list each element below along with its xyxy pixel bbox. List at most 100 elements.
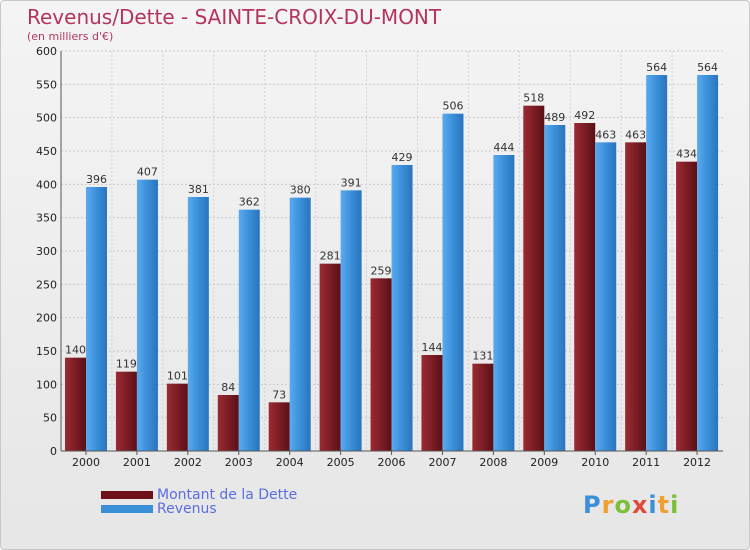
x-tick-label: 2002	[174, 456, 202, 469]
y-tick-label: 300	[36, 245, 57, 258]
grid	[61, 50, 723, 452]
legend-item-revenus: Revenus	[101, 501, 217, 517]
data-labels: 140 396 119 407 101 381 84 362 73 380 281 391 259 429…	[65, 61, 718, 401]
y-tick-label: 250	[36, 278, 57, 291]
bar-dette	[472, 363, 494, 451]
data-label-dette: 434	[676, 148, 697, 161]
bar-revenus	[289, 197, 311, 451]
chart-title: Revenus/Dette - SAINTE-CROIX-DU-MONT	[27, 5, 442, 29]
data-label-revenus: 463	[595, 128, 616, 141]
bar-dette	[217, 395, 239, 451]
data-label-dette: 84	[221, 381, 235, 394]
logo-letter: x	[631, 491, 649, 519]
bar-dette	[676, 161, 698, 451]
data-label-dette: 518	[523, 92, 544, 105]
x-tick-label: 2008	[479, 456, 507, 469]
data-label-revenus: 407	[137, 166, 158, 179]
proxiti-logo: Proxiti	[583, 491, 679, 519]
bar-dette	[523, 105, 545, 452]
bars	[65, 75, 719, 452]
logo-letter: i	[648, 491, 658, 519]
chart-subtitle: (en milliers d'€)	[27, 30, 114, 43]
bar-dette	[166, 383, 188, 451]
data-label-dette: 119	[116, 358, 137, 371]
x-tick-label: 2000	[72, 456, 100, 469]
x-tick-label: 2006	[378, 456, 406, 469]
y-tick-label: 450	[36, 145, 57, 158]
data-label-revenus: 391	[341, 176, 362, 189]
bar-revenus	[340, 190, 362, 452]
x-tick-label: 2005	[327, 456, 355, 469]
bar-revenus	[595, 142, 617, 452]
data-label-revenus: 362	[239, 196, 260, 209]
data-label-revenus: 429	[392, 151, 413, 164]
x-tick-label: 2007	[428, 456, 456, 469]
data-label-dette: 140	[65, 344, 86, 357]
data-label-dette: 101	[167, 370, 188, 383]
legend-label-revenus: Revenus	[157, 501, 217, 517]
x-tick-label: 2011	[632, 456, 660, 469]
logo-letter: t	[657, 491, 671, 519]
y-tick-label: 350	[36, 212, 57, 225]
y-tick-label: 600	[36, 45, 57, 58]
data-label-revenus: 506	[442, 100, 463, 113]
legend-swatch-revenus	[101, 505, 153, 513]
bar-dette	[115, 371, 137, 451]
data-label-revenus: 380	[290, 184, 311, 197]
data-label-dette: 281	[320, 250, 341, 263]
data-label-revenus: 396	[86, 173, 107, 186]
legend-item-dette: Montant de la Dette	[101, 487, 297, 503]
bar-revenus	[646, 75, 668, 451]
bar-revenus	[391, 165, 413, 451]
bar-dette	[370, 278, 392, 451]
bar-dette	[574, 123, 596, 451]
bar-revenus	[697, 75, 719, 451]
bar-revenus	[544, 125, 566, 451]
bar-revenus	[86, 187, 107, 451]
bar-revenus	[493, 155, 515, 451]
data-label-dette: 144	[421, 341, 442, 354]
data-label-dette: 259	[371, 264, 392, 277]
bar-dette	[625, 142, 647, 452]
y-tick-label: 550	[36, 78, 57, 91]
logo-letter: P	[583, 491, 602, 519]
logo-letter: o	[614, 491, 632, 519]
x-tick-label: 2001	[123, 456, 151, 469]
y-tick-label: 50	[43, 412, 57, 425]
bar-dette	[319, 263, 341, 451]
bar-revenus	[136, 179, 158, 451]
x-tick-label: 2010	[581, 456, 609, 469]
data-label-dette: 131	[472, 350, 493, 363]
legend-swatch-dette	[101, 491, 153, 499]
y-tick-label: 200	[36, 312, 57, 325]
data-label-revenus: 489	[544, 111, 565, 124]
legend-label-dette: Montant de la Dette	[157, 487, 298, 503]
y-tick-label: 500	[36, 112, 57, 125]
data-label-revenus: 444	[493, 141, 514, 154]
bar-dette	[268, 402, 290, 451]
axes: 0 50 100 150 200 250 300 350 400 450 500 550 600 2000…	[36, 45, 723, 469]
y-tick-label: 0	[50, 445, 57, 458]
logo-letter: i	[670, 491, 680, 519]
y-tick-label: 400	[36, 178, 57, 191]
logo-letter: r	[601, 491, 615, 519]
bar-revenus	[238, 209, 260, 451]
data-label-dette: 463	[625, 128, 646, 141]
data-label-revenus: 564	[646, 61, 667, 74]
data-label-revenus: 381	[188, 183, 209, 196]
bar-dette	[65, 357, 86, 451]
data-label-dette: 73	[272, 388, 286, 401]
x-tick-label: 2012	[683, 456, 711, 469]
x-tick-label: 2003	[225, 456, 253, 469]
y-tick-label: 100	[36, 378, 57, 391]
y-tick-label: 150	[36, 345, 57, 358]
x-tick-label: 2004	[276, 456, 304, 469]
data-label-revenus: 564	[697, 61, 718, 74]
bar-revenus	[187, 197, 209, 451]
bar-dette	[421, 355, 443, 451]
x-tick-label: 2009	[530, 456, 558, 469]
bar-revenus	[442, 113, 464, 452]
data-label-dette: 492	[574, 109, 595, 122]
